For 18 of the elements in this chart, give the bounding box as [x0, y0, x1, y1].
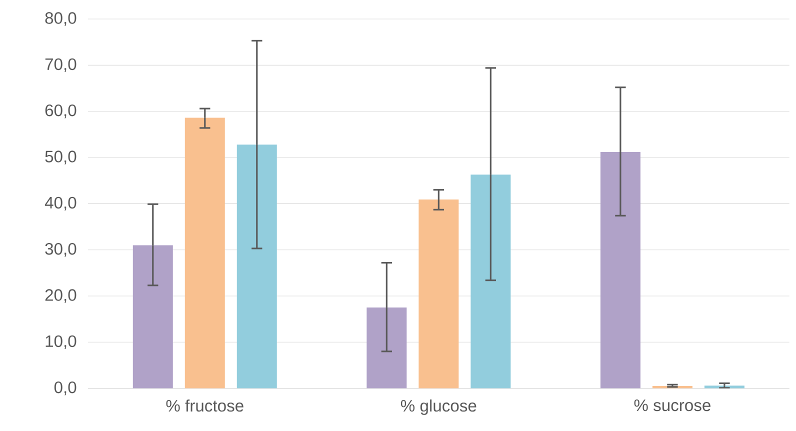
y-tick-label: 80,0 [45, 12, 76, 26]
y-tick-label: 30,0 [45, 242, 76, 257]
y-tick-label: 0,0 [54, 381, 76, 396]
bar [236, 144, 277, 388]
bar [184, 118, 225, 388]
bar [418, 200, 459, 388]
bar [132, 245, 173, 388]
x-tick-label: % sucrose [634, 399, 710, 412]
y-tick-label: 10,0 [46, 335, 76, 350]
y-tick-label: 40,0 [44, 196, 76, 211]
y-tick-label: 50,0 [45, 150, 76, 164]
bar [600, 152, 640, 388]
bar [470, 174, 511, 388]
y-tick-label: 70,0 [45, 58, 76, 72]
y-tick-label: 20,0 [45, 289, 76, 303]
x-tick-label: % fructose [166, 399, 244, 412]
x-tick-label: % glucose [400, 399, 476, 415]
y-tick-label: 60,0 [45, 104, 76, 118]
